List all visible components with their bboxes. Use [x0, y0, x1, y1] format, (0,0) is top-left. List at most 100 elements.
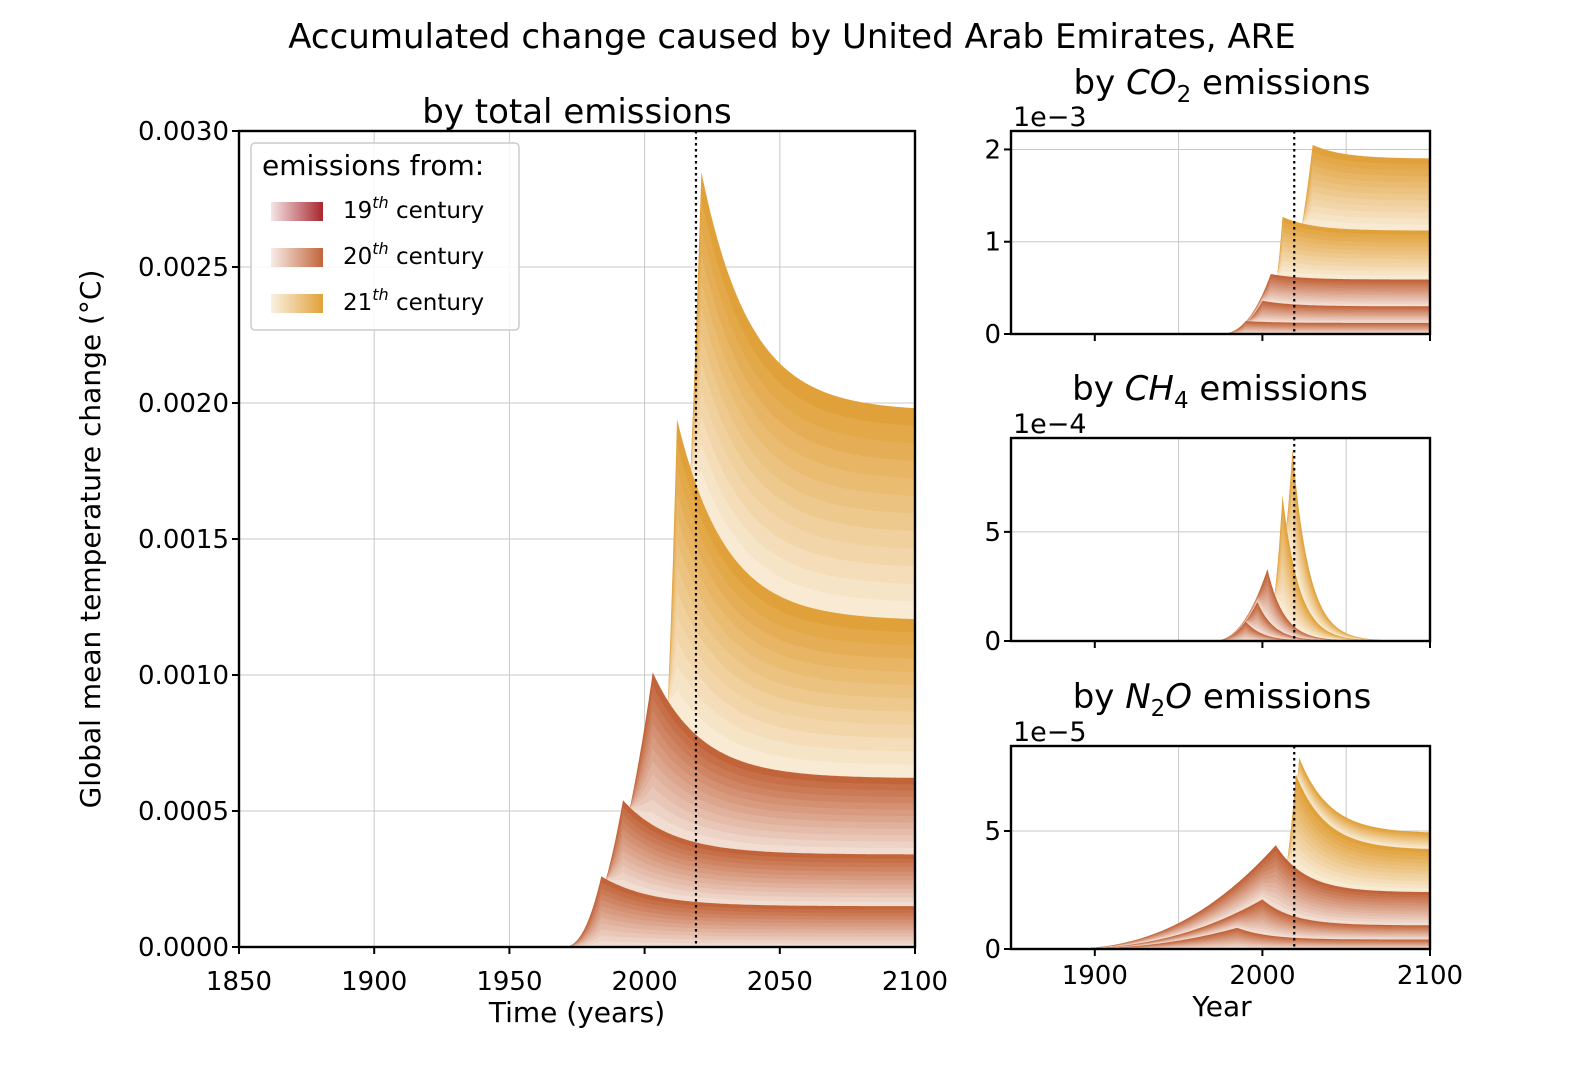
- legend-swatch-20th: [271, 248, 323, 267]
- area-ch4-21st-1-band-11: [1011, 594, 1430, 641]
- ytick-label-total: 0.0025: [138, 253, 229, 283]
- y-axis-label: Global mean temperature change (°C): [74, 270, 107, 809]
- area-ch4-21st-0-band-9: [1011, 526, 1430, 641]
- area-ch4-21st-0-band-3: [1011, 476, 1430, 641]
- area-ch4-20th-2-band-3: [1011, 581, 1430, 641]
- area-ch4-20th-3-band-7: [1011, 618, 1430, 641]
- xtick-label-n2o: 2000: [1229, 961, 1295, 991]
- grid-ch4: [1011, 438, 1430, 642]
- area-ch4-21st-0-band-4: [1011, 486, 1430, 641]
- figure-title: Accumulated change caused by United Arab…: [288, 17, 1296, 57]
- area-ch4-20th-3-band-6: [1011, 616, 1430, 641]
- x-axis-label-total: Time (years): [488, 996, 665, 1029]
- xtick-label-n2o: 1900: [1062, 961, 1128, 991]
- ytick-label-total: 0.0005: [138, 797, 229, 827]
- area-ch4-20th-2-band-2: [1011, 577, 1430, 641]
- panel-n2o-title: by N2O emissions: [1073, 677, 1372, 722]
- area-ch4-20th-4-band-0: [1011, 621, 1430, 641]
- area-ch4-20th-2-band-11: [1011, 601, 1430, 641]
- ytick-label-ch4: 0: [984, 627, 1001, 657]
- panel-total-title: by total emissions: [422, 92, 732, 132]
- ytick-label-co2: 2: [984, 135, 1001, 165]
- area-ch4-20th-3-band-9: [1011, 621, 1430, 641]
- area-ch4-21st-0-band-1: [1011, 458, 1430, 641]
- axes-frame-ch4: [1009, 436, 1432, 643]
- area-ch4-21st-1-band-2: [1011, 514, 1430, 641]
- area-ch4-20th-2-band-4: [1011, 585, 1430, 641]
- area-ch4-21st-1-band-3: [1011, 524, 1430, 641]
- xtick-label-total: 2000: [612, 967, 678, 997]
- area-ch4-20th-2-band-7: [1011, 598, 1430, 641]
- ticks-total: 0.0000 0.0005 0.0010 0.0015 0.0020 0.0025 0.00…: [138, 117, 948, 997]
- area-ch4-20th-3-band-4: [1011, 611, 1430, 641]
- area-ch4-21st-0-band-6: [1011, 504, 1430, 641]
- legend-item-21st: 21th century: [343, 285, 484, 316]
- area-ch4-21st-0-band-2: [1011, 467, 1430, 641]
- xtick-label-total: 2100: [882, 967, 948, 997]
- legend-swatch-19th: [271, 202, 323, 221]
- ticks-co2: 0 1 2: [984, 135, 1431, 350]
- area-ch4-20th-3-band-8: [1011, 621, 1430, 641]
- xtick-label-total: 2050: [747, 967, 813, 997]
- area-ch4-20th-3-band-3: [1011, 609, 1430, 641]
- ytick-label-co2: 1: [984, 228, 1001, 258]
- legend-item-20th-sup: th: [372, 239, 388, 258]
- area-ch4-21st-0-band-11: [1011, 526, 1430, 641]
- ytick-label-total: 0.0000: [138, 933, 229, 963]
- area-ch4-20th-3-band-10: [1011, 621, 1430, 641]
- ytick-label-total: 0.0015: [138, 525, 229, 555]
- area-ch4-21st-1-band-10: [1011, 592, 1430, 641]
- ytick-label-total: 0.0010: [138, 661, 229, 691]
- area-ch4-20th-2-band-9: [1011, 600, 1430, 641]
- area-total-20th-4-band-11: [239, 941, 915, 947]
- panel-co2: by CO2 emissions 1e−3 0 1 2: [984, 63, 1432, 350]
- ytick-label-total: 0.0030: [138, 117, 229, 147]
- area-ch4-20th-3-band-5: [1011, 614, 1430, 641]
- area-ch4-21st-0-band-7: [1011, 514, 1430, 641]
- area-ch4-20th-4-band-1: [1011, 623, 1430, 641]
- ticks-ch4: 05: [984, 518, 1431, 657]
- legend: emissions from: 19th century 20th centur…: [250, 142, 520, 331]
- panel-n2o: by N2O emissions 1e−5 0 5 1900 2000 2100 Yea…: [984, 677, 1463, 1023]
- area-ch4-21st-0-band-5: [1011, 495, 1430, 641]
- area-ch4-20th-2-band-1: [1011, 573, 1430, 641]
- area-ch4-21st-0-band-8: [1011, 523, 1430, 641]
- multiplier-n2o: 1e−5: [1013, 717, 1087, 748]
- axes-frame-n2o: [1009, 744, 1432, 951]
- legend-item-19th-sup: th: [372, 193, 388, 212]
- multiplier-ch4: 1e−4: [1013, 409, 1087, 440]
- area-ch4-21st-1-band-6: [1011, 553, 1430, 641]
- area-ch4-20th-3-band-2: [1011, 606, 1430, 641]
- xtick-label-total: 1950: [476, 967, 542, 997]
- ytick-label-n2o: 5: [984, 817, 1001, 847]
- area-ch4-20th-2-band-6: [1011, 594, 1430, 641]
- areas-co2: [1011, 144, 1430, 334]
- panel-co2-title: by CO2 emissions: [1074, 63, 1371, 108]
- area-ch4-20th-2-band-8: [1011, 599, 1430, 641]
- area-ch4-20th-3-band-1: [1011, 604, 1430, 641]
- legend-item-20th: 20th century: [343, 239, 484, 270]
- ytick-label-total: 0.0020: [138, 389, 229, 419]
- multiplier-co2: 1e−3: [1013, 102, 1087, 133]
- legend-box: [250, 142, 520, 331]
- area-ch4-20th-2-band-5: [1011, 590, 1430, 641]
- xtick-label-total: 1850: [206, 967, 272, 997]
- xtick-label-n2o: 2100: [1397, 961, 1463, 991]
- ytick-label-n2o: 0: [984, 935, 1001, 965]
- area-ch4-21st-1-band-0: [1011, 494, 1430, 641]
- area-ch4-20th-3-band-0: [1011, 601, 1430, 641]
- area-ch4-20th-4-band-2: [1011, 624, 1430, 641]
- legend-title: emissions from:: [262, 149, 484, 182]
- area-ch4-21st-1-band-7: [1011, 563, 1430, 641]
- ticks-n2o: 0 5 1900 2000 2100: [984, 817, 1463, 991]
- ytick-label-ch4: 5: [984, 518, 1001, 548]
- area-ch4-21st-1-band-9: [1011, 582, 1430, 641]
- area-ch4-21st-1-band-5: [1011, 543, 1430, 641]
- ytick-label-co2: 0: [984, 320, 1001, 350]
- areas-n2o: [1011, 757, 1430, 949]
- area-ch4-20th-2-band-10: [1011, 600, 1430, 641]
- xtick-label-total: 1900: [341, 967, 407, 997]
- area-ch4-21st-1-band-4: [1011, 533, 1430, 641]
- area-ch4-20th-3-band-11: [1011, 621, 1430, 641]
